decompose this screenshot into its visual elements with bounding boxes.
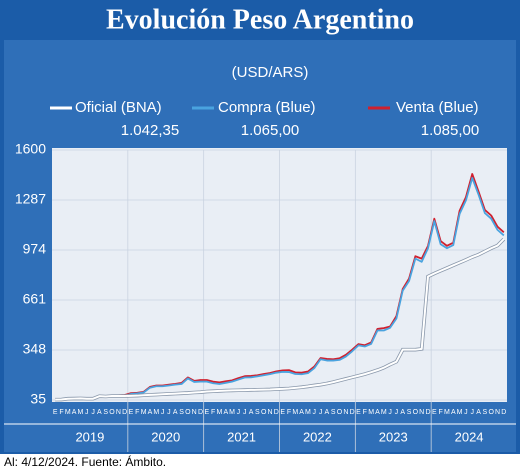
year-label: 2020: [151, 429, 180, 444]
x-tick-label: A: [97, 409, 102, 416]
x-tick-label: N: [419, 409, 424, 416]
y-tick-label: 661: [23, 291, 47, 307]
y-tick-label: 974: [23, 241, 47, 257]
x-tick-label: O: [337, 409, 343, 416]
x-tick-label: S: [407, 409, 412, 416]
x-tick-label: A: [72, 409, 77, 416]
x-tick-label: M: [65, 409, 71, 416]
x-tick-label: J: [388, 409, 392, 416]
x-tick-label: A: [400, 409, 405, 416]
legend-value: 1.065,00: [241, 122, 299, 139]
x-tick-label: J: [395, 409, 399, 416]
x-tick-label: J: [470, 409, 474, 416]
x-tick-label: M: [229, 409, 235, 416]
x-tick-label: J: [161, 409, 165, 416]
year-label: 2019: [75, 429, 104, 444]
x-tick-label: S: [331, 409, 336, 416]
x-tick-label: M: [217, 409, 223, 416]
y-tick-label: 1287: [15, 191, 46, 207]
x-tick-label: O: [413, 409, 419, 416]
x-tick-label: D: [501, 409, 506, 416]
legend-label: Compra (Blue): [218, 99, 316, 116]
x-tick-label: E: [53, 409, 58, 416]
year-label: 2024: [455, 429, 484, 444]
x-tick-label: S: [103, 409, 108, 416]
subtitle: (USD/ARS): [232, 64, 309, 81]
x-tick-label: A: [299, 409, 304, 416]
x-tick-label: F: [439, 409, 443, 416]
legend-label: Oficial (BNA): [75, 99, 162, 116]
x-tick-label: O: [185, 409, 191, 416]
x-tick-label: A: [451, 409, 456, 416]
chart-title: Evolución Peso Argentino: [106, 4, 414, 35]
x-tick-label: S: [483, 409, 488, 416]
legend-value: 1.042,35: [121, 122, 179, 139]
footer: Al: 4/12/2024. Fuente: Ámbito.: [4, 454, 166, 469]
year-label: 2021: [227, 429, 256, 444]
x-tick-label: S: [179, 409, 184, 416]
x-tick-label: M: [305, 409, 311, 416]
y-tick-label: 348: [23, 341, 47, 357]
x-tick-label: E: [129, 409, 134, 416]
x-tick-label: J: [464, 409, 468, 416]
x-tick-label: A: [223, 409, 228, 416]
y-tick-label: 35: [30, 391, 46, 407]
year-label: 2022: [303, 429, 332, 444]
y-tick-label: 1600: [15, 141, 46, 157]
x-tick-label: M: [444, 409, 450, 416]
x-tick-label: M: [78, 409, 84, 416]
x-tick-label: E: [280, 409, 285, 416]
series-line: [55, 238, 505, 401]
x-tick-label: F: [363, 409, 367, 416]
x-tick-label: E: [432, 409, 437, 416]
x-tick-label: N: [267, 409, 272, 416]
x-tick-label: A: [325, 409, 330, 416]
x-tick-label: J: [243, 409, 247, 416]
x-tick-label: M: [153, 409, 159, 416]
x-tick-label: F: [59, 409, 63, 416]
x-tick-label: A: [173, 409, 178, 416]
x-tick-label: J: [85, 409, 89, 416]
x-tick-label: O: [261, 409, 267, 416]
x-tick-label: M: [368, 409, 374, 416]
x-tick-label: A: [375, 409, 380, 416]
x-tick-label: F: [135, 409, 139, 416]
x-tick-label: J: [313, 409, 317, 416]
x-tick-label: J: [237, 409, 241, 416]
x-tick-label: D: [122, 409, 127, 416]
x-tick-label: A: [476, 409, 481, 416]
x-tick-label: D: [350, 409, 355, 416]
x-tick-label: J: [167, 409, 171, 416]
x-tick-label: D: [198, 409, 203, 416]
x-tick-label: N: [116, 409, 121, 416]
x-tick-label: J: [91, 409, 95, 416]
x-tick-label: F: [287, 409, 291, 416]
x-tick-label: N: [495, 409, 500, 416]
x-tick-label: N: [343, 409, 348, 416]
x-tick-label: E: [204, 409, 209, 416]
x-tick-label: J: [319, 409, 323, 416]
x-tick-label: S: [255, 409, 260, 416]
x-tick-label: M: [457, 409, 463, 416]
x-tick-label: M: [141, 409, 147, 416]
x-tick-label: A: [148, 409, 153, 416]
x-tick-label: E: [356, 409, 361, 416]
x-tick-label: O: [488, 409, 494, 416]
legend-label: Venta (Blue): [396, 99, 479, 116]
x-tick-label: N: [192, 409, 197, 416]
x-tick-label: D: [425, 409, 430, 416]
x-tick-label: M: [292, 409, 298, 416]
x-tick-label: D: [274, 409, 279, 416]
x-tick-label: M: [381, 409, 387, 416]
x-tick-label: A: [249, 409, 254, 416]
year-label: 2023: [379, 429, 408, 444]
x-tick-label: F: [211, 409, 215, 416]
x-tick-label: O: [109, 409, 115, 416]
legend-value: 1.085,00: [421, 122, 479, 139]
